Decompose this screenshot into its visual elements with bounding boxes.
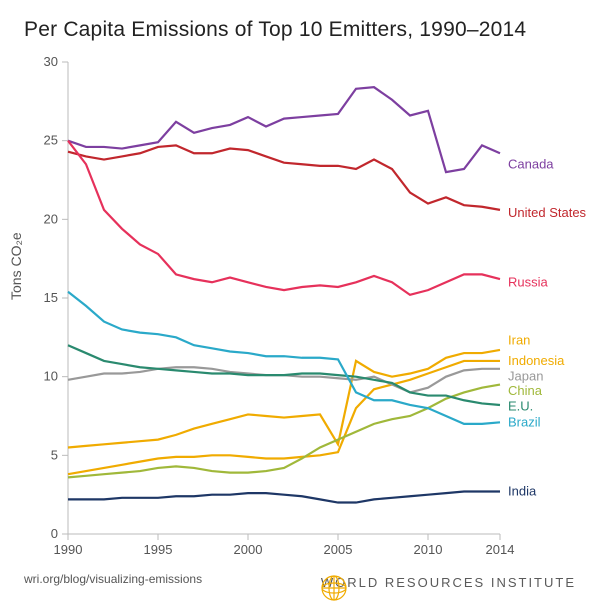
wri-logo-text: WORLD RESOURCES INSTITUTE [321, 575, 576, 590]
series-united-states [68, 145, 500, 210]
label-iran: Iran [508, 332, 530, 347]
y-axis: 0 5 10 15 20 25 30 [44, 54, 68, 541]
label-united-states: United States [508, 205, 587, 220]
label-india: India [508, 484, 537, 499]
svg-text:5: 5 [51, 447, 58, 462]
series-lines [68, 87, 500, 502]
svg-text:0: 0 [51, 526, 58, 541]
label-indonesia: Indonesia [508, 353, 565, 368]
svg-text:2010: 2010 [414, 542, 443, 557]
label-china: China [508, 383, 543, 398]
series-eu [68, 345, 500, 405]
x-axis: 1990 1995 2000 2005 2010 2014 [54, 534, 515, 557]
label-canada: Canada [508, 156, 554, 171]
series-labels: Canada United States Russia Iran IndonesiaJa… [508, 156, 587, 498]
svg-text:10: 10 [44, 369, 58, 384]
emissions-line-chart: 0 5 10 15 20 25 30 1990 1995 2000 2005 2010 2014 Ca… [0, 0, 600, 604]
svg-text:30: 30 [44, 54, 58, 69]
label-brazil: Brazil [508, 414, 541, 429]
source-url: wri.org/blog/visualizing-emissions [24, 572, 202, 586]
svg-text:2000: 2000 [234, 542, 263, 557]
svg-text:20: 20 [44, 211, 58, 226]
svg-text:1990: 1990 [54, 542, 83, 557]
wri-logo: WORLD RESOURCES INSTITUTE [321, 575, 576, 590]
svg-text:15: 15 [44, 290, 58, 305]
wri-logo-icon [321, 575, 347, 601]
series-iran [68, 350, 500, 448]
label-japan: Japan [508, 369, 543, 384]
svg-text:2005: 2005 [324, 542, 353, 557]
label-russia: Russia [508, 274, 549, 289]
series-india [68, 492, 500, 503]
svg-text:25: 25 [44, 133, 58, 148]
label-eu: E.U. [508, 399, 533, 414]
svg-text:1995: 1995 [144, 542, 173, 557]
series-canada [68, 87, 500, 172]
svg-text:2014: 2014 [486, 542, 515, 557]
